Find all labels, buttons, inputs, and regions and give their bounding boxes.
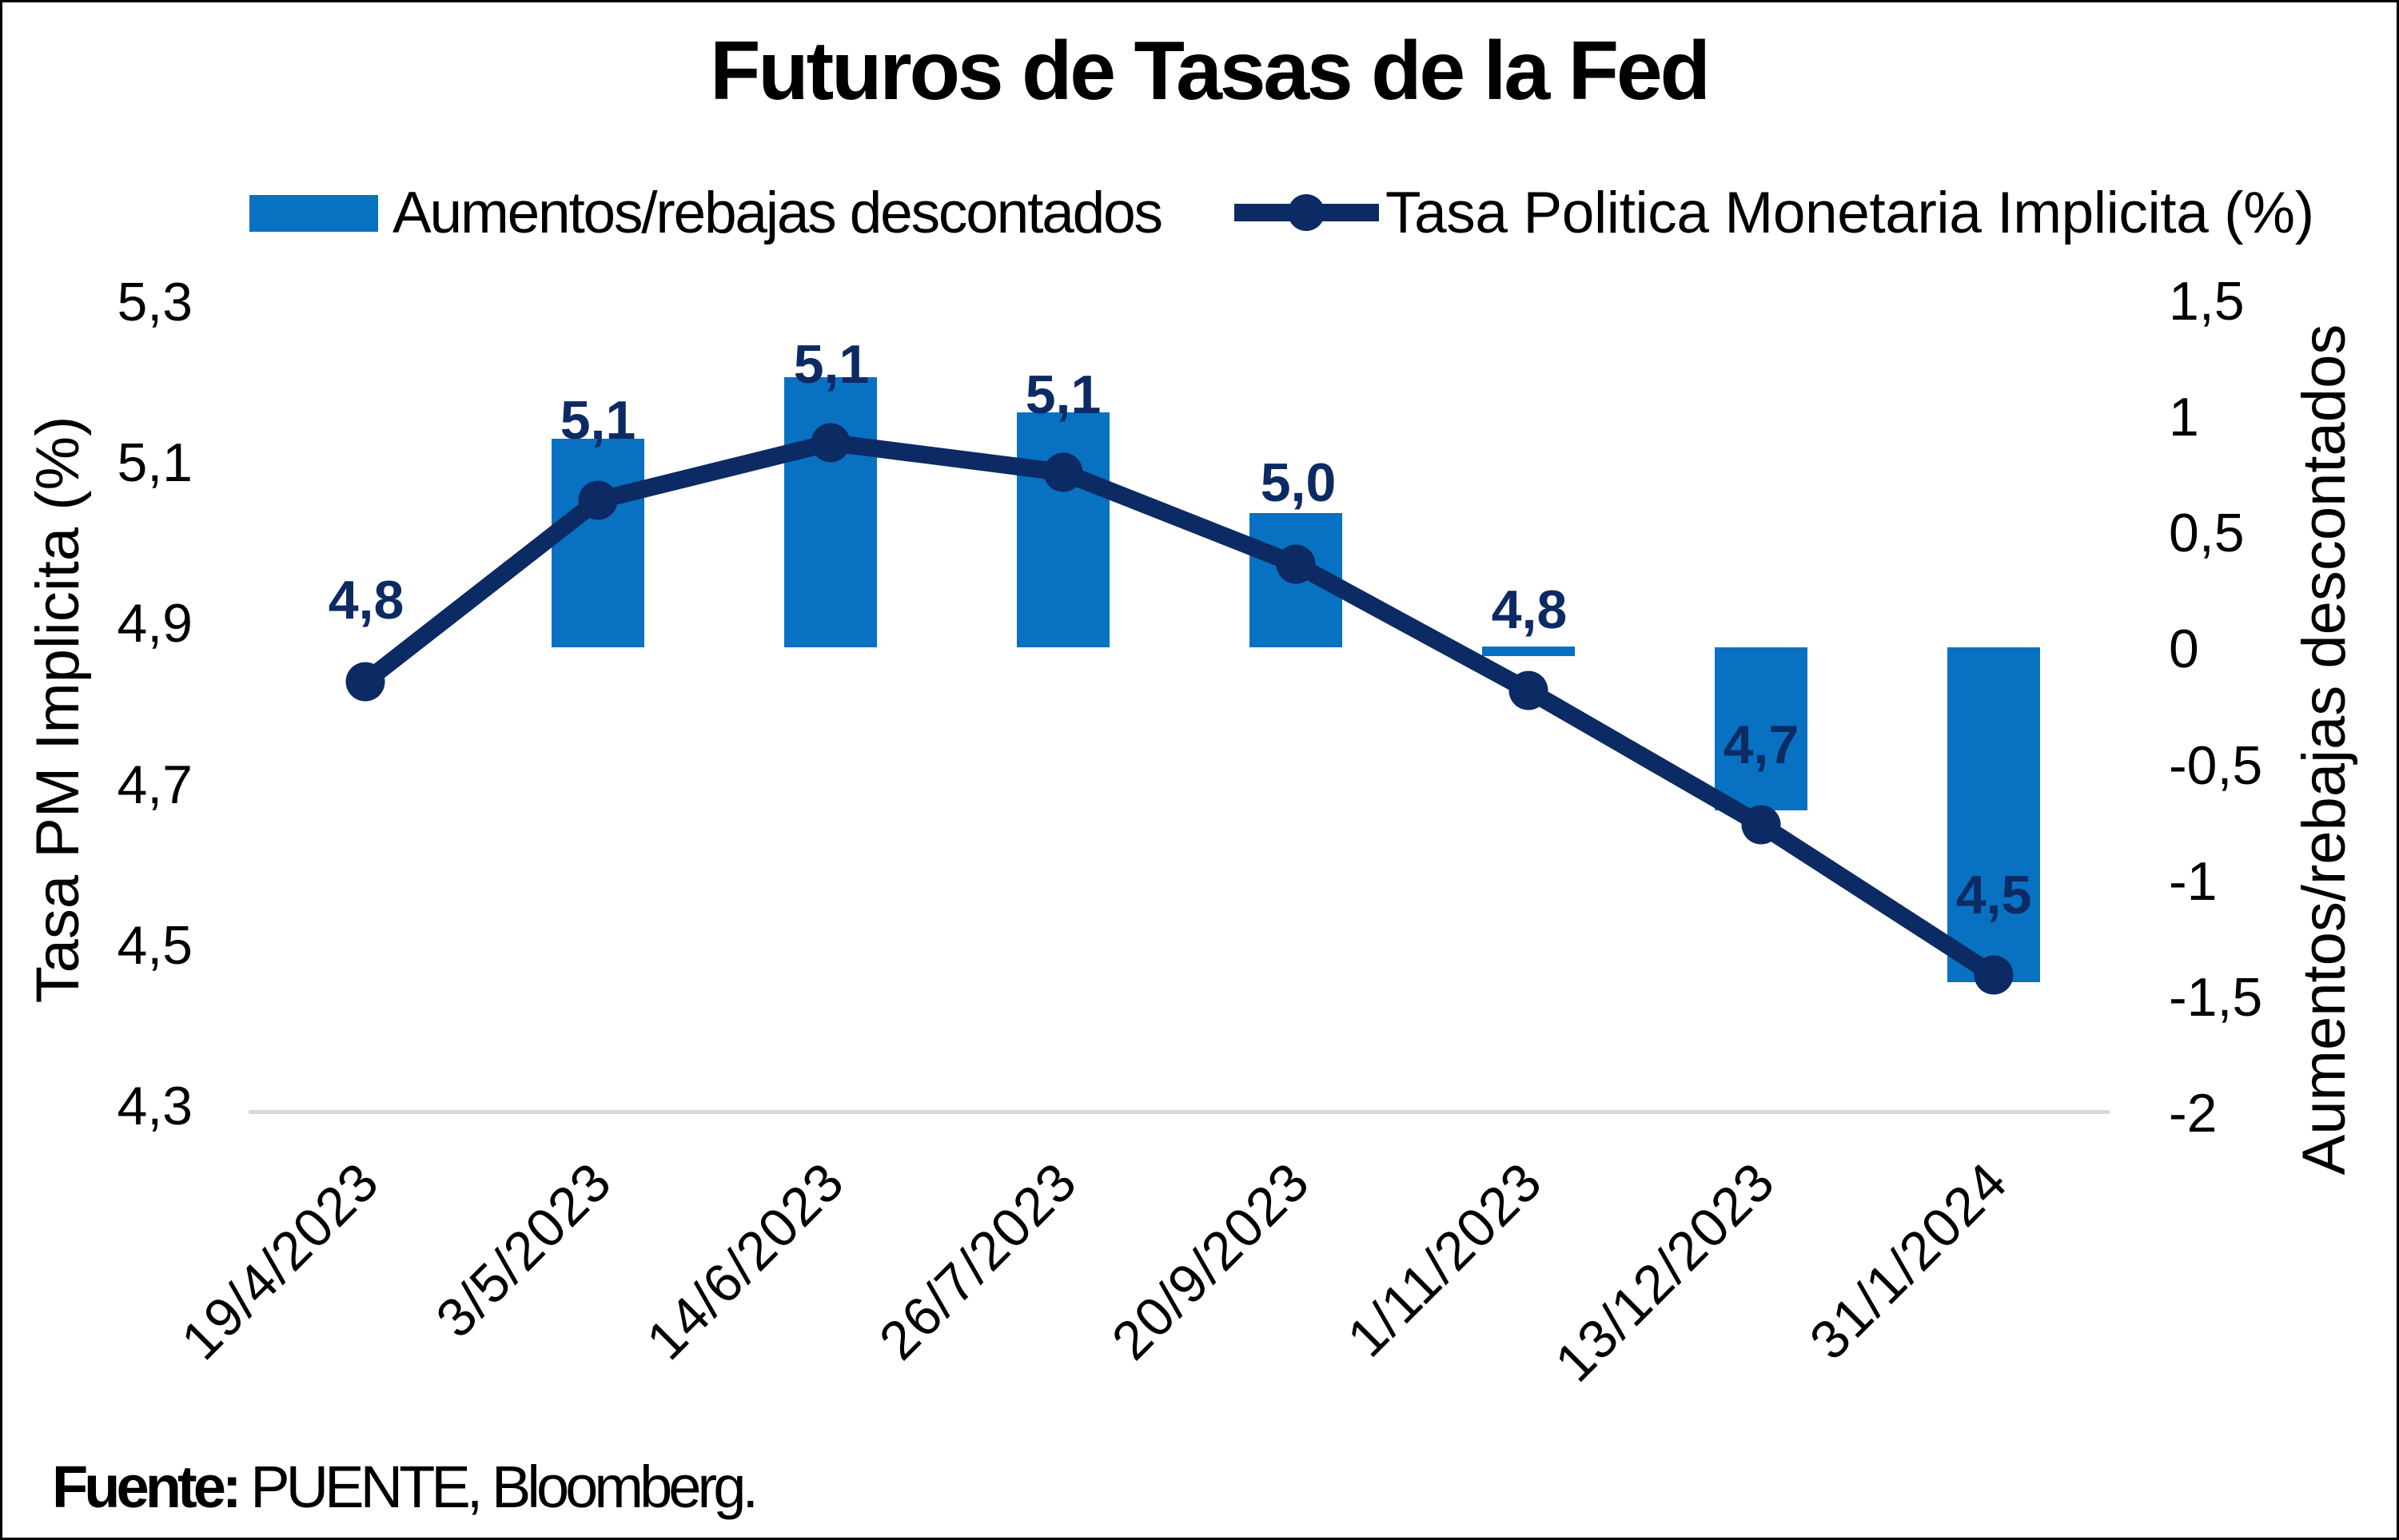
svg-text:4,3: 4,3: [117, 1076, 193, 1136]
svg-text:5,1: 5,1: [117, 432, 193, 493]
svg-text:Tasa Politica Monetaria Implic: Tasa Politica Monetaria Implicita (%): [1385, 181, 2314, 245]
svg-text:4,8: 4,8: [329, 570, 404, 631]
svg-text:Aumentos/rebajas descontados: Aumentos/rebajas descontados: [2290, 324, 2358, 1176]
svg-text:4,7: 4,7: [117, 754, 193, 815]
svg-text:31/1/2024: 31/1/2024: [1799, 1152, 2018, 1371]
svg-text:5,1: 5,1: [560, 390, 636, 451]
svg-text:14/6/2023: 14/6/2023: [636, 1152, 855, 1371]
svg-text:13/12/2023: 13/12/2023: [1544, 1152, 1786, 1394]
svg-text:4,5: 4,5: [1956, 865, 2032, 925]
svg-text:0,5: 0,5: [2169, 503, 2245, 563]
svg-text:1/11/2023: 1/11/2023: [1336, 1152, 1553, 1369]
svg-text:4,5: 4,5: [117, 915, 193, 976]
svg-text:Tasa PM Implicita (%): Tasa PM Implicita (%): [24, 416, 92, 1004]
svg-text:Aumentos/rebajas descontados: Aumentos/rebajas descontados: [393, 181, 1163, 245]
svg-text:4,8: 4,8: [1492, 579, 1568, 640]
svg-text:19/4/2023: 19/4/2023: [170, 1152, 390, 1371]
svg-text:20/9/2023: 20/9/2023: [1101, 1152, 1321, 1371]
svg-text:26/7/2023: 26/7/2023: [868, 1152, 1088, 1371]
svg-text:-2: -2: [2169, 1083, 2217, 1144]
svg-text:Futuros de Tasas de la Fed: Futuros de Tasas de la Fed: [710, 25, 1711, 117]
svg-text:0: 0: [2169, 619, 2199, 679]
svg-text:5,3: 5,3: [117, 272, 193, 332]
svg-text:3/5/2023: 3/5/2023: [424, 1152, 622, 1349]
svg-text:-0,5: -0,5: [2169, 735, 2262, 796]
svg-text:-1,5: -1,5: [2169, 967, 2262, 1028]
svg-text:-1: -1: [2169, 851, 2217, 912]
svg-text:4,9: 4,9: [117, 593, 193, 654]
svg-text:5,1: 5,1: [794, 334, 870, 395]
svg-text:5,1: 5,1: [1026, 364, 1102, 425]
svg-text:4,7: 4,7: [1724, 714, 1799, 775]
svg-text:1: 1: [2169, 387, 2199, 448]
svg-text:5,0: 5,0: [1261, 452, 1337, 513]
svg-text:1,5: 1,5: [2169, 271, 2245, 332]
svg-text:Fuente: PUENTE, Bloomberg.: Fuente: PUENTE, Bloomberg.: [52, 1454, 759, 1520]
